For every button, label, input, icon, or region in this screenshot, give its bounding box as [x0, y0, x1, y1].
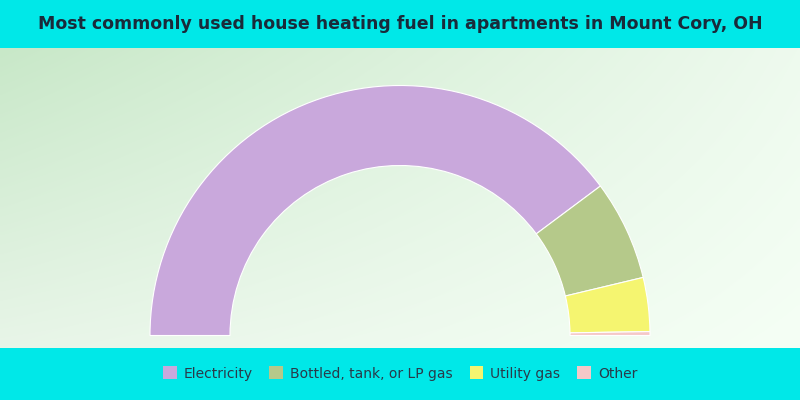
Wedge shape [150, 86, 601, 336]
Text: Most commonly used house heating fuel in apartments in Mount Cory, OH: Most commonly used house heating fuel in… [38, 15, 762, 33]
Wedge shape [570, 332, 650, 336]
Wedge shape [536, 186, 643, 296]
Wedge shape [566, 278, 650, 333]
Legend: Electricity, Bottled, tank, or LP gas, Utility gas, Other: Electricity, Bottled, tank, or LP gas, U… [158, 362, 642, 386]
